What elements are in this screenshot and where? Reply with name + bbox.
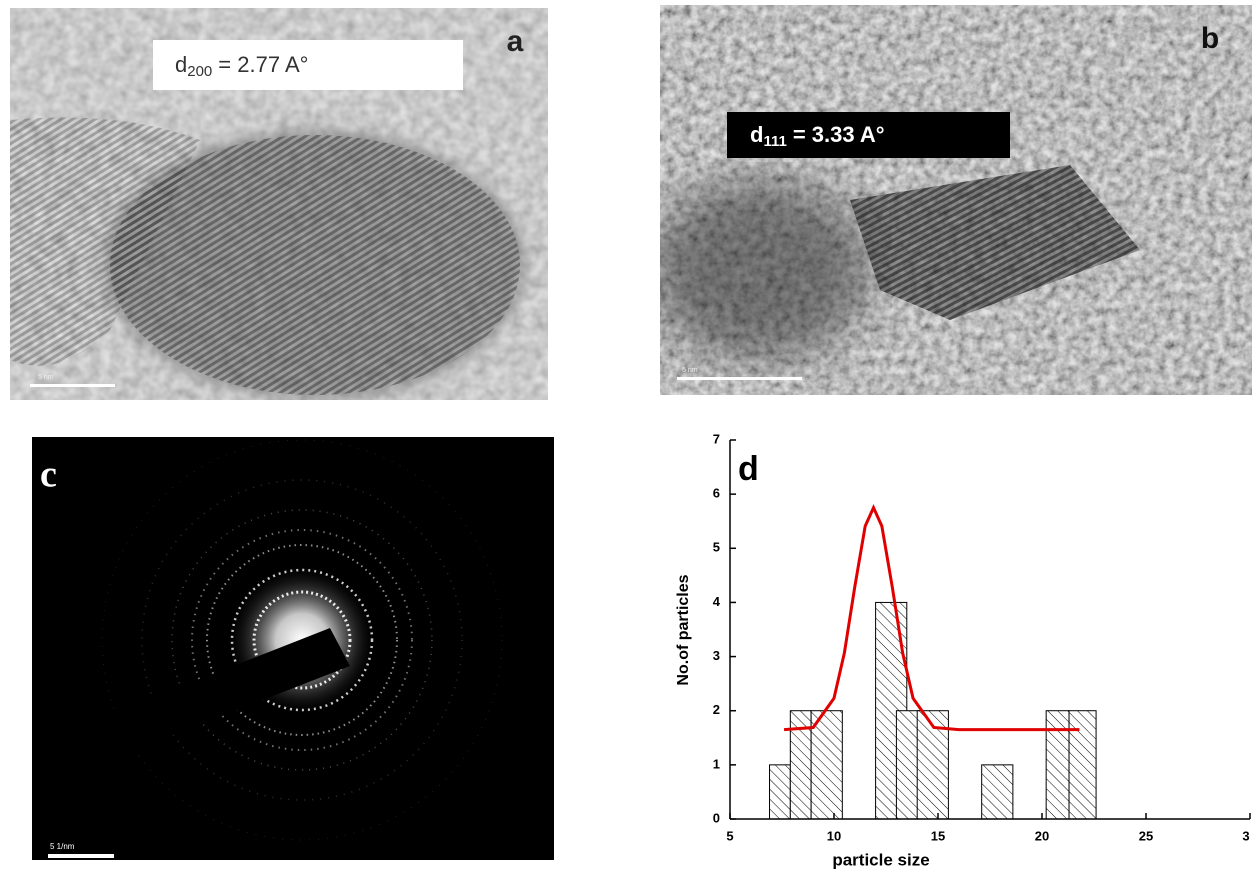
scale-bar-label: 5 nm [682,367,698,374]
bar [1045,710,1070,820]
x-tick-label: 3 [1242,828,1249,843]
scale-bar-label: 5 nm [38,374,54,381]
tem-image-b: d111 = 3.33 A° b 5 nm [660,5,1252,395]
x-axis-title: particle size [832,850,929,869]
panel-label: c [40,454,57,496]
bar [769,764,791,820]
bar [1068,710,1097,820]
x-tick-label: 25 [1139,828,1153,843]
scale-bar-label: 5 1/nm [50,842,75,851]
y-tick-label: 3 [713,648,720,663]
symbol: d [750,122,763,147]
bar [895,710,920,820]
y-tick-label: 6 [713,486,720,501]
bar [981,764,1014,820]
x-tick-label: 10 [827,828,841,843]
tem-image-a: d200 = 2.77 A° a 5 nm [10,8,548,400]
symbol: d [175,52,187,77]
y-tick-label: 7 [713,431,720,446]
value-text: = 3.33 A° [793,122,885,147]
y-tick-label: 2 [713,702,720,717]
panel-label: b [1201,22,1219,55]
panel-label: a [507,25,524,58]
bar [810,710,843,820]
spacing-annotation: d200 = 2.77 A° [175,52,308,80]
histogram-chart: 0 1 2 3 4 5 6 7 5 10 15 20 25 3 particle size No.of par… [675,431,1251,869]
scale-bar [677,377,802,380]
x-tick-label: 20 [1035,828,1049,843]
subscript: 111 [763,133,786,150]
diffraction-image-c: c 5 1/nm [32,437,554,860]
y-tick-label: 1 [713,756,720,771]
scale-bar [30,384,115,387]
panel-label: d [738,450,759,488]
y-axis-title: No.of particles [675,574,692,685]
fit-curve [783,504,1080,732]
annotation-box [727,112,1010,158]
y-tick-label: 0 [713,810,720,825]
value-text: = 2.77 A° [218,52,308,77]
scale-bar [48,854,114,858]
spacing-annotation: d111 = 3.33 A° [750,122,885,150]
y-tick-label: 5 [713,540,720,555]
x-tick-label: 5 [726,828,733,843]
subscript: 200 [187,63,212,80]
annotation-box [153,40,463,90]
x-tick-label: 15 [931,828,945,843]
y-tick-label: 4 [713,594,721,609]
